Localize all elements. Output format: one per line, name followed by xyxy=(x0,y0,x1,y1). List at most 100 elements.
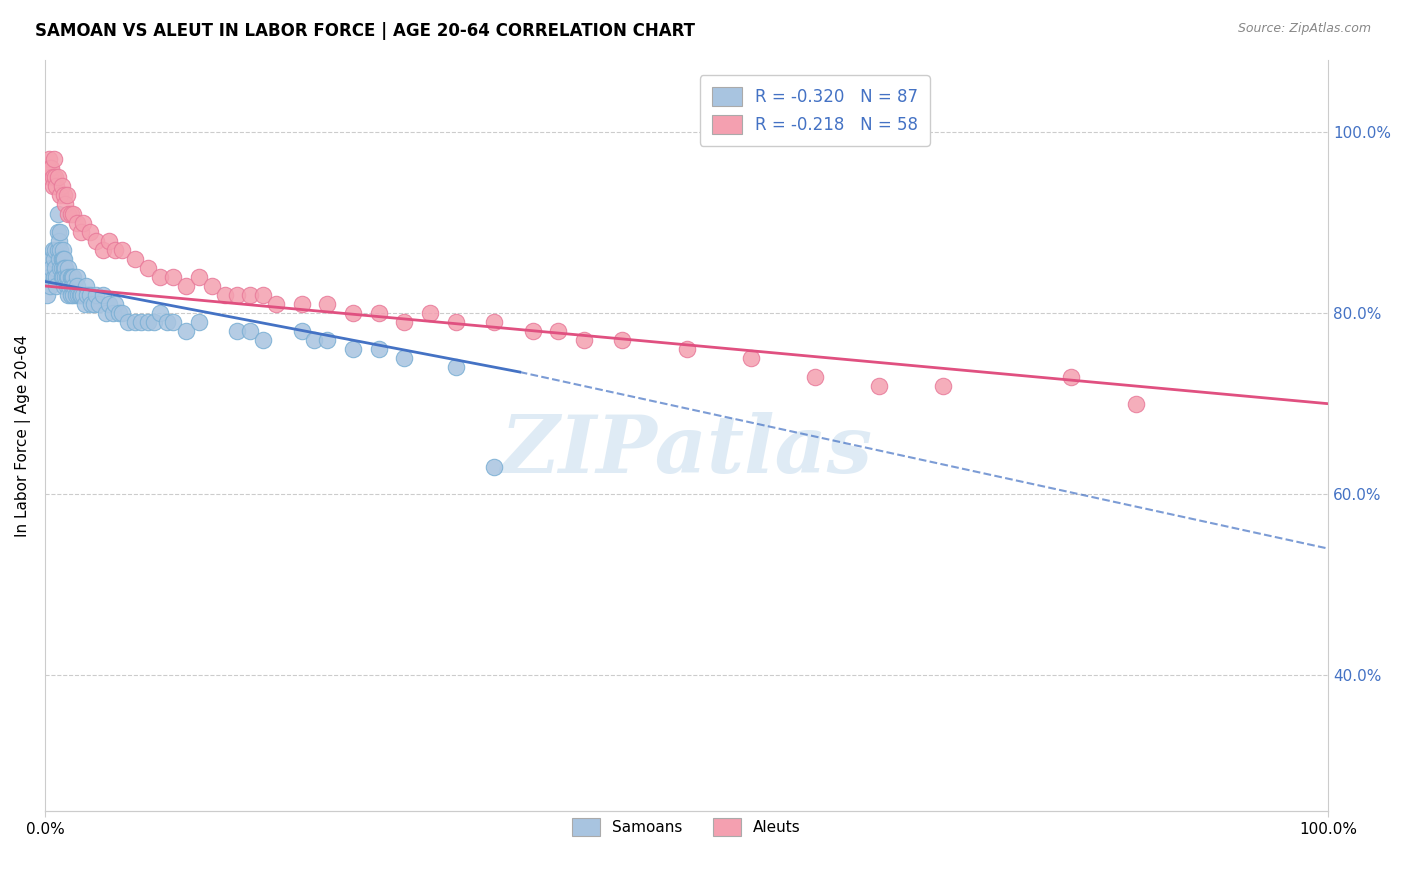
Point xyxy=(87,297,110,311)
Point xyxy=(42,269,65,284)
Point xyxy=(59,288,82,302)
Point xyxy=(49,188,72,202)
Point xyxy=(96,306,118,320)
Point xyxy=(55,197,77,211)
Point xyxy=(522,324,544,338)
Point xyxy=(675,343,697,357)
Point xyxy=(49,243,72,257)
Point xyxy=(316,297,339,311)
Point xyxy=(290,297,312,311)
Point xyxy=(59,269,82,284)
Point xyxy=(124,252,146,266)
Point xyxy=(56,206,79,220)
Point xyxy=(304,334,326,348)
Point xyxy=(39,252,62,266)
Point xyxy=(38,152,60,166)
Point xyxy=(79,288,101,302)
Point xyxy=(316,334,339,348)
Point xyxy=(214,288,236,302)
Point xyxy=(55,260,77,275)
Point xyxy=(66,269,89,284)
Point xyxy=(612,334,634,348)
Point xyxy=(60,279,83,293)
Point xyxy=(392,351,415,366)
Point xyxy=(239,324,262,338)
Point xyxy=(162,269,184,284)
Point xyxy=(174,324,197,338)
Point xyxy=(45,179,67,194)
Point xyxy=(104,243,127,257)
Point xyxy=(187,269,209,284)
Point xyxy=(52,252,75,266)
Point xyxy=(52,269,75,284)
Point xyxy=(79,225,101,239)
Point xyxy=(51,252,73,266)
Point xyxy=(174,279,197,293)
Point xyxy=(60,269,83,284)
Point xyxy=(342,306,364,320)
Point xyxy=(62,269,84,284)
Point xyxy=(201,279,224,293)
Point xyxy=(49,260,72,275)
Point xyxy=(252,334,274,348)
Point xyxy=(41,170,63,185)
Point xyxy=(53,188,76,202)
Point xyxy=(45,269,67,284)
Point xyxy=(76,288,98,302)
Point xyxy=(65,288,87,302)
Point xyxy=(91,243,114,257)
Point xyxy=(111,306,134,320)
Point xyxy=(67,288,90,302)
Point xyxy=(48,234,70,248)
Text: Source: ZipAtlas.com: Source: ZipAtlas.com xyxy=(1237,22,1371,36)
Point xyxy=(932,378,955,392)
Point xyxy=(39,161,62,176)
Point xyxy=(367,306,389,320)
Legend: Samoans, Aleuts: Samoans, Aleuts xyxy=(564,809,810,845)
Point xyxy=(49,225,72,239)
Point xyxy=(143,315,166,329)
Point xyxy=(239,288,262,302)
Point xyxy=(482,315,505,329)
Point xyxy=(56,260,79,275)
Point xyxy=(51,269,73,284)
Point xyxy=(66,216,89,230)
Point xyxy=(39,279,62,293)
Point xyxy=(44,170,66,185)
Point xyxy=(39,161,62,176)
Point xyxy=(84,288,107,302)
Point xyxy=(252,288,274,302)
Point xyxy=(44,260,66,275)
Point xyxy=(804,369,827,384)
Point xyxy=(572,334,595,348)
Point xyxy=(83,297,105,311)
Point xyxy=(69,288,91,302)
Point xyxy=(55,188,77,202)
Text: SAMOAN VS ALEUT IN LABOR FORCE | AGE 20-64 CORRELATION CHART: SAMOAN VS ALEUT IN LABOR FORCE | AGE 20-… xyxy=(35,22,695,40)
Point xyxy=(51,260,73,275)
Point xyxy=(104,297,127,311)
Point xyxy=(41,179,63,194)
Point xyxy=(187,315,209,329)
Point xyxy=(62,288,84,302)
Point xyxy=(72,216,94,230)
Point xyxy=(59,206,82,220)
Point xyxy=(226,324,249,338)
Point xyxy=(63,279,86,293)
Point xyxy=(53,279,76,293)
Point xyxy=(98,297,121,311)
Point xyxy=(419,306,441,320)
Point xyxy=(156,315,179,329)
Point xyxy=(56,269,79,284)
Point xyxy=(367,343,389,357)
Point xyxy=(98,234,121,248)
Point xyxy=(38,269,60,284)
Point xyxy=(58,279,80,293)
Point xyxy=(53,252,76,266)
Point xyxy=(342,343,364,357)
Point xyxy=(55,269,77,284)
Point xyxy=(55,269,77,284)
Point xyxy=(41,243,63,257)
Point xyxy=(39,260,62,275)
Point xyxy=(66,279,89,293)
